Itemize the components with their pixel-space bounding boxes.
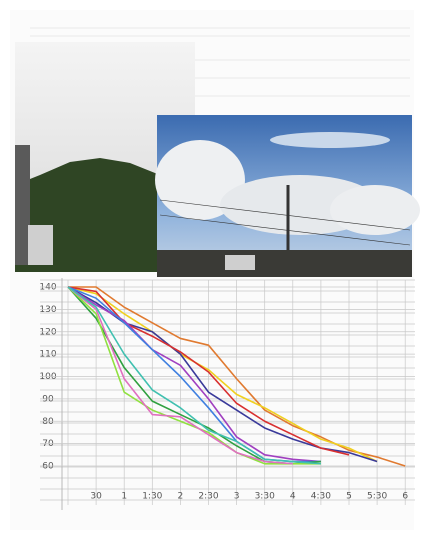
x-tick-label: 2:30 [198, 492, 218, 502]
x-tick-label: 1:30 [142, 492, 162, 502]
series-line [67, 286, 321, 465]
y-tick-label: 90 [42, 394, 54, 404]
y-tick-label: 110 [39, 350, 56, 360]
y-tick-label: 120 [39, 327, 56, 337]
x-tick-label: 3 [234, 492, 240, 502]
photo-clouds [155, 115, 420, 277]
y-tick-label: 70 [42, 439, 54, 449]
y-tick-label: 80 [42, 417, 54, 427]
x-tick-label: 4 [290, 492, 296, 502]
series-line [67, 286, 293, 465]
y-tick-label: 100 [39, 372, 56, 382]
x-tick-label: 5:30 [367, 492, 387, 502]
x-tick-label: 2 [178, 492, 184, 502]
series-line [67, 286, 321, 463]
x-tick-label: 5 [346, 492, 352, 502]
series-line [67, 286, 321, 465]
series-line [68, 286, 406, 467]
x-tick-label: 1 [121, 492, 127, 502]
series-line [67, 286, 378, 463]
x-tick-label: 3:30 [255, 492, 275, 502]
series-line [67, 286, 350, 456]
y-tick-label: 60 [42, 462, 54, 472]
x-tick-label: 4:30 [311, 492, 331, 502]
x-tick-label: 6 [402, 492, 408, 502]
x-tick-label: 30 [90, 492, 102, 502]
photo-mountain [15, 42, 195, 272]
notebook-lines [30, 27, 410, 97]
y-tick-label: 140 [39, 283, 56, 293]
y-tick-label: 130 [39, 305, 56, 315]
